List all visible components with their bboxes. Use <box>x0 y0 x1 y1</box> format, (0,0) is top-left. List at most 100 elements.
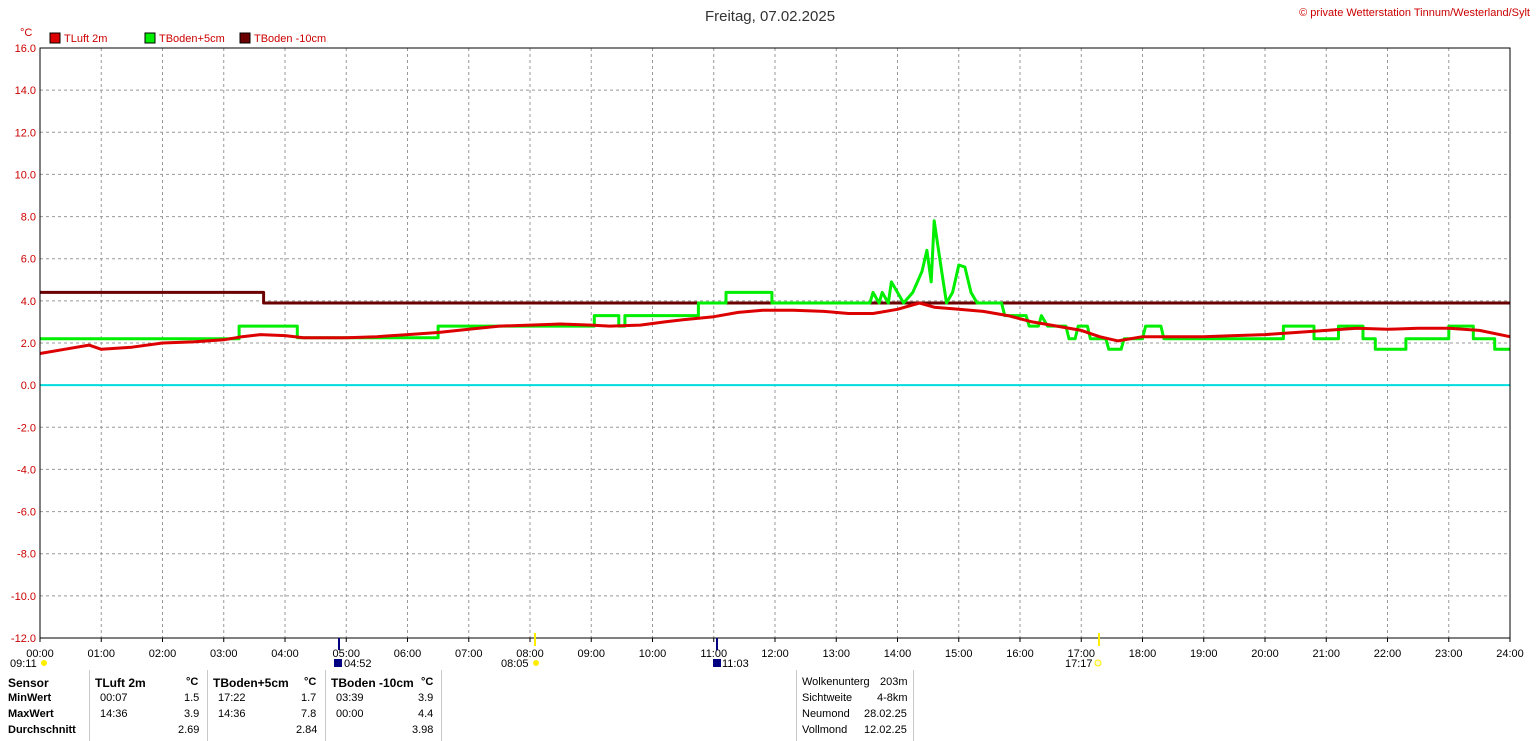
legend-swatch-tluft <box>49 32 61 44</box>
sunset-time: 17:17 <box>1065 658 1093 670</box>
stats-divider <box>441 670 442 741</box>
weather-label: Vollmond <box>802 724 848 736</box>
stats-min-value: 1.5 <box>184 692 200 704</box>
sunset-icon <box>1094 659 1102 667</box>
y-tick-label: -12.0 <box>11 633 36 645</box>
stats-avg-value: 2.69 <box>178 724 200 736</box>
x-tick-label: 19:00 <box>1190 648 1218 660</box>
weather-value: 28.02.25 <box>864 708 907 720</box>
y-tick-label: -4.0 <box>17 464 36 476</box>
stats-col-name: TLuft 2m <box>95 676 146 690</box>
sunrise-icon <box>533 660 539 666</box>
stats-divider <box>207 670 208 741</box>
x-tick-label: 09:00 <box>577 648 605 660</box>
sun-moon-markers: 09:11 04:52 08:05 11:03 17:17 <box>10 633 1102 670</box>
stats-col-name: TBoden -10cm <box>331 676 414 690</box>
stats-row-label-avg: Durchschnitt <box>8 724 76 736</box>
x-tick-label: 23:00 <box>1435 648 1463 660</box>
weather-value: 4-8km <box>877 692 908 704</box>
y-tick-label: 0.0 <box>21 380 36 392</box>
y-tick-label: 6.0 <box>21 254 36 266</box>
x-tick-label: 12:00 <box>761 648 789 660</box>
x-tick-labels: 00:00 01:00 02:00 03:00 04:00 05:00 06:00 07:00… <box>26 648 1524 660</box>
stats-min-value: 1.7 <box>301 692 317 704</box>
legend-label-tluft: TLuft 2m <box>64 33 107 45</box>
x-tick-label: 24:00 <box>1496 648 1524 660</box>
weather-label: Wolkenunterg <box>802 676 870 688</box>
y-tick-label: 12.0 <box>15 127 36 139</box>
stats-sensor-header: Sensor <box>8 676 49 690</box>
stats-max-time: 14:36 <box>218 708 246 720</box>
stats-divider <box>89 670 90 741</box>
x-tick-label: 21:00 <box>1312 648 1340 660</box>
stats-divider <box>325 670 326 741</box>
x-tick-label: 14:00 <box>884 648 912 660</box>
x-tick-label: 04:00 <box>271 648 299 660</box>
y-tick-label: 10.0 <box>15 169 36 181</box>
y-tick-label: -6.0 <box>17 507 36 519</box>
copyright-text: © private Wetterstation Tinnum/Westerlan… <box>1299 7 1530 19</box>
stats-avg-value: 2.84 <box>296 724 318 736</box>
stats-max-value: 7.8 <box>301 708 317 720</box>
weather-label: Neumond <box>802 708 850 720</box>
stats-col-unit: °C <box>186 676 199 688</box>
y-tick-label: 8.0 <box>21 212 36 224</box>
moonset-time: 04:52 <box>344 658 372 670</box>
y-tick-label: -8.0 <box>17 549 36 561</box>
y-tick-label: 4.0 <box>21 296 36 308</box>
stats-max-time: 00:00 <box>336 708 364 720</box>
x-tick-label: 11:00 <box>700 648 727 660</box>
y-tick-label: -2.0 <box>17 422 36 434</box>
left-time-label: 09:11 <box>10 658 37 670</box>
y-tick-labels: 16.0 14.0 12.0 10.0 8.0 6.0 4.0 2.0 0.0 -2.0 -4.0 -… <box>11 43 36 645</box>
series-line-tboden-5cm <box>40 219 1510 351</box>
x-tick-label: 22:00 <box>1374 648 1402 660</box>
stats-max-value: 3.9 <box>184 708 200 720</box>
weather-divider <box>913 670 914 741</box>
weather-value: 203m <box>880 676 908 688</box>
x-tick-label: 02:00 <box>149 648 177 660</box>
legend-label-tboden5: TBoden+5cm <box>159 33 225 45</box>
series-lines <box>39 219 1511 387</box>
moonrise-time: 11:03 <box>722 658 749 670</box>
stats-min-time: 17:22 <box>218 692 246 704</box>
plot-frame <box>39 47 1511 639</box>
legend-swatch-tboden5 <box>144 32 156 44</box>
x-tick-label: 16:00 <box>1006 648 1034 660</box>
x-tick-label: 00:00 <box>26 648 54 660</box>
sun-icon <box>41 660 47 666</box>
stats-avg-value: 3.98 <box>412 724 434 736</box>
series-line-tluft-2m <box>39 301 1511 355</box>
stats-row-label-min: MinWert <box>8 692 52 704</box>
legend: TLuft 2m TBoden+5cm TBoden -10cm <box>49 32 326 45</box>
chart-title: Freitag, 07.02.2025 <box>705 8 835 25</box>
stats-col-name: TBoden+5cm <box>213 676 289 690</box>
moon-set-icon <box>334 659 342 667</box>
legend-label-tboden10: TBoden -10cm <box>254 33 326 45</box>
x-tick-label: 17:00 <box>1067 648 1095 660</box>
stats-row-label-max: MaxWert <box>8 708 54 720</box>
y-tick-label: 14.0 <box>15 85 36 97</box>
chart-grid <box>39 48 1511 642</box>
x-tick-label: 01:00 <box>87 648 115 660</box>
x-tick-label: 20:00 <box>1251 648 1279 660</box>
x-tick-label: 18:00 <box>1129 648 1157 660</box>
y-axis-unit: °C <box>20 27 32 39</box>
y-tick-label: 2.0 <box>21 338 36 350</box>
stats-col-unit: °C <box>421 676 434 688</box>
stats-min-time: 00:07 <box>100 692 128 704</box>
x-tick-label: 08:00 <box>516 648 544 660</box>
x-tick-label: 07:00 <box>455 648 483 660</box>
x-tick-label: 03:00 <box>210 648 238 660</box>
legend-swatch-tboden10 <box>239 32 251 44</box>
x-tick-label: 05:00 <box>332 648 360 660</box>
stats-min-value: 3.9 <box>418 692 434 704</box>
weather-divider <box>796 670 797 741</box>
stats-max-value: 4.4 <box>418 708 434 720</box>
stats-max-time: 14:36 <box>100 708 128 720</box>
x-tick-label: 13:00 <box>822 648 850 660</box>
weather-value: 12.02.25 <box>864 724 907 736</box>
stats-min-time: 03:39 <box>336 692 364 704</box>
weather-label: Sichtweite <box>802 692 853 704</box>
x-tick-label: 10:00 <box>639 648 667 660</box>
